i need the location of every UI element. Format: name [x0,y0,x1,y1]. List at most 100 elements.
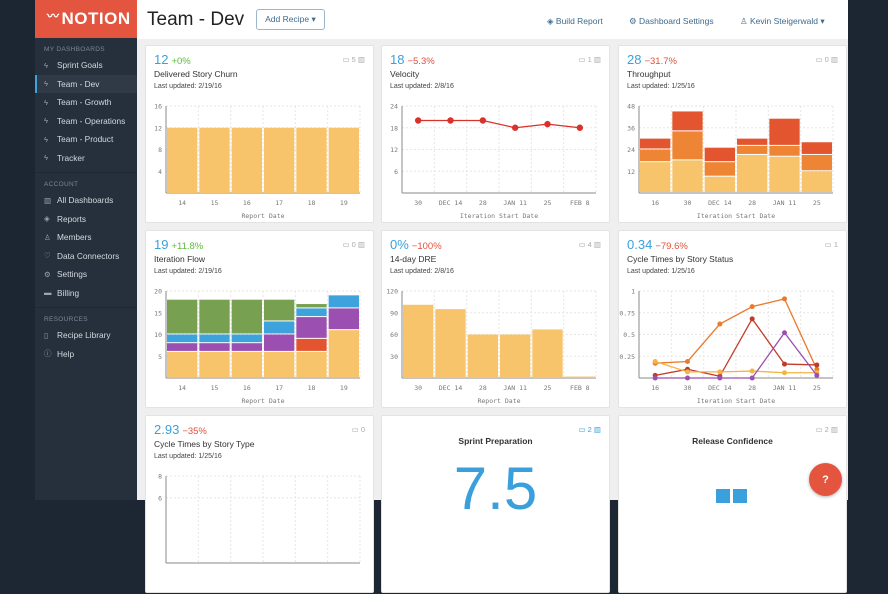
data-point [814,366,820,372]
widget-card: 12 +0% Delivered Story Churn Last updated… [145,45,374,223]
bar [296,308,327,317]
data-point [717,369,723,375]
sidebar-item[interactable]: ▥ All Dashboards [35,191,137,210]
chart: 6 12 18 24 30 DEC 14 28 JAN 11 25 FEB 8 Iteration … [390,103,597,220]
data-point [685,358,690,364]
x-tick-label: 19 [340,199,348,207]
bar [328,127,359,193]
comment-icon: ▭ [578,240,586,249]
chart: 30 60 90 120 30 DEC 14 28 JAN 11 25 FEB 8 Report D… [386,288,597,405]
widget-meta[interactable]: ▭ 0 ▥ [815,55,838,64]
kpi-value: 19 [154,237,169,252]
bar [500,334,531,378]
kpi-change: −79.6% [655,241,688,252]
sidebar-item[interactable]: ♡ Data Connectors [35,247,137,266]
sidebar-item[interactable]: ϟ Team - Operations [35,112,137,131]
sidebar-item[interactable]: ♙ Members [35,228,137,247]
y-tick-label: 20 [154,288,162,296]
x-tick-label: 18 [308,384,316,392]
last-updated: Last updated: 1/25/16 [154,453,222,460]
gear-icon: ⚙ [44,269,51,279]
last-updated: Last updated: 2/19/16 [154,268,222,275]
x-tick-label: 25 [813,199,821,207]
x-tick-label: 16 [651,384,659,392]
y-tick-label: 15 [154,309,162,317]
y-tick-label: 24 [390,103,398,111]
sidebar-item[interactable]: ϟ Team - Dev [35,74,137,93]
x-tick-label: DEC 14 [708,384,732,392]
widget-meta[interactable]: ▭ 0 [352,425,365,434]
x-tick-label: 30 [684,199,692,207]
widget-meta[interactable]: ▭ 2 ▥ [578,425,601,434]
sidebar-item-label: Billing [57,287,80,298]
widget-meta[interactable]: ▭ 1 ▥ [578,55,601,64]
comment-count: 4 [587,240,592,249]
bar [737,145,768,154]
sidebar-item[interactable]: ⓘ Help [35,345,137,364]
data-point [782,330,787,336]
widget-meta[interactable]: ▭ 4 ▥ [578,240,601,249]
bar-chart-icon: ▥ [830,425,838,434]
last-updated: Last updated: 2/8/16 [390,268,454,275]
widget-meta[interactable]: ▭ 2 ▥ [815,425,838,434]
kpi-value: 2.93 [154,422,180,437]
bar [435,309,466,378]
confidence-bar [733,489,747,503]
sidebar-item-label: Reports [57,213,87,224]
kpi: 12 +0% [154,52,191,67]
y-tick-label: 0.75 [619,309,635,317]
sidebar-item-label: Team - Operations [57,115,126,126]
divider [35,172,137,173]
widget-meta[interactable]: ▭ 0 ▥ [342,240,365,249]
sidebar-item[interactable]: ϟ Team - Product [35,130,137,149]
notion-logo[interactable]: 〰 NOTION [35,0,137,38]
bar [296,338,327,351]
bar [264,321,295,334]
help-chat-button[interactable]: ? [809,463,842,496]
window-edge-left [0,0,35,500]
sidebar-item-label: Data Connectors [57,250,120,261]
comment-count: 2 [824,425,829,434]
add-recipe-button[interactable]: Add Recipe ▾ [256,9,325,30]
widget-meta[interactable]: ▭ 5 ▥ [342,55,365,64]
build-report-link[interactable]: ◈ Build Report [547,16,603,27]
chart: 68 [158,473,361,564]
data-point [749,316,755,322]
widget-meta[interactable]: ▭ 1 [825,240,838,249]
sidebar-item[interactable]: ▯ Recipe Library [35,326,137,345]
y-tick-label: 12 [627,168,635,176]
sidebar-item[interactable]: ϟ Sprint Goals [35,56,137,75]
dashboard-settings-link[interactable]: ⚙ Dashboard Settings [629,16,714,27]
kpi: 28 −31.7% [627,52,677,67]
sidebar-item-label: Team - Dev [57,78,100,89]
section-label: RESOURCES [44,316,88,323]
y-tick-label: 6 [394,168,398,176]
x-tick-label: FEB 8 [570,384,590,392]
user-menu[interactable]: ♙ Kevin Steigerwald ▾ [740,16,825,27]
bar-chart-icon: ▥ [357,55,365,64]
widget-title: Sprint Preparation [458,436,533,446]
bar [467,334,498,378]
sidebar-item[interactable]: ▬ Billing [35,284,137,303]
x-tick-label: 14 [178,199,186,207]
bar [199,299,230,334]
x-tick-label: DEC 14 [708,199,732,207]
widget-card: 19 +11.8% Iteration Flow Last updated: 2/… [145,230,374,408]
gear-icon: ⚙ [629,16,639,26]
kpi-value: 12 [154,52,169,67]
sidebar-item[interactable]: ◈ Reports [35,210,137,229]
chart-icon: ▥ [44,195,52,205]
data-point [749,375,755,381]
bar [167,351,198,377]
sidebar-item[interactable]: ϟ Team - Growth [35,93,137,112]
sidebar-item[interactable]: ⚙ Settings [35,265,137,284]
x-tick-label: 25 [544,199,552,207]
comment-count: 5 [351,55,356,64]
series-line [655,331,818,379]
x-axis-label: Iteration Start Date [697,397,775,405]
widget-title: 14-day DRE [390,254,437,264]
sidebar-item[interactable]: ϟ Tracker [35,149,137,168]
bar [672,111,703,131]
x-tick-label: 19 [340,384,348,392]
bar [769,118,800,145]
